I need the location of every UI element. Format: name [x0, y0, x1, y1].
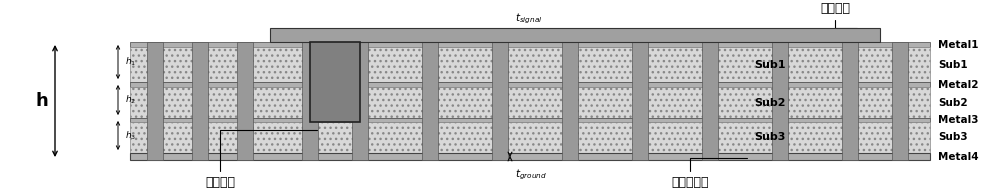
Text: Metal2: Metal2 — [938, 80, 978, 90]
Text: 信号线层: 信号线层 — [820, 2, 857, 28]
Text: $h_1$: $h_1$ — [125, 56, 136, 68]
Bar — [130, 122, 930, 153]
Bar — [237, 42, 253, 160]
Text: Metal4: Metal4 — [938, 152, 979, 161]
Text: 金属接地板: 金属接地板 — [671, 158, 747, 190]
Bar — [422, 42, 438, 160]
Bar — [130, 118, 930, 122]
Bar — [352, 42, 368, 160]
Bar — [130, 82, 930, 87]
Bar — [842, 42, 858, 160]
Text: Sub2: Sub2 — [938, 98, 968, 107]
Bar — [632, 42, 648, 160]
Text: Sub1: Sub1 — [754, 59, 786, 69]
Text: Sub3: Sub3 — [938, 132, 968, 143]
Text: $h_3$: $h_3$ — [125, 129, 136, 142]
Text: Sub2: Sub2 — [754, 98, 786, 107]
Bar — [147, 42, 163, 160]
Bar — [302, 42, 318, 160]
Bar — [130, 42, 930, 47]
Text: Sub3: Sub3 — [754, 132, 786, 143]
Bar — [772, 42, 788, 160]
Bar — [130, 87, 930, 118]
Text: Sub1: Sub1 — [938, 59, 968, 69]
Text: Metal1: Metal1 — [938, 40, 978, 50]
Bar — [192, 42, 208, 160]
Text: $H_p$: $H_p$ — [340, 74, 357, 90]
Bar — [892, 42, 908, 160]
Bar — [702, 42, 718, 160]
Text: h: h — [36, 92, 48, 110]
Bar — [492, 42, 508, 160]
Bar — [130, 153, 930, 160]
Text: Metal3: Metal3 — [938, 115, 978, 125]
Text: 金属圆孔: 金属圆孔 — [205, 130, 317, 190]
Bar — [270, 28, 880, 42]
Text: $h_2$: $h_2$ — [125, 94, 136, 106]
Bar — [562, 42, 578, 160]
Bar — [310, 42, 360, 122]
Text: $t_{signal}$: $t_{signal}$ — [515, 12, 543, 26]
Bar — [130, 47, 930, 82]
Text: $t_{ground}$: $t_{ground}$ — [515, 168, 547, 182]
